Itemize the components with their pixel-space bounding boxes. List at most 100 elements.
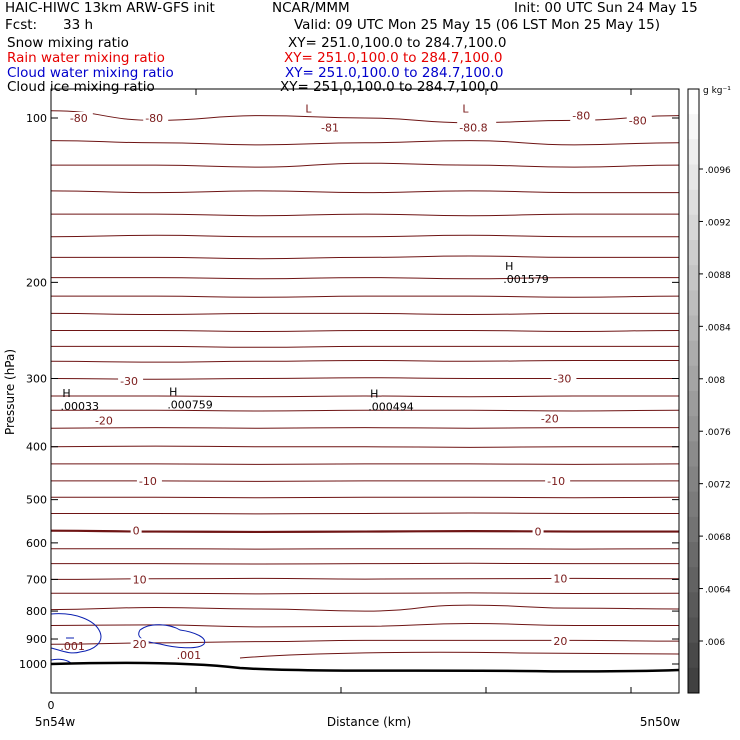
colorbar-label: .0084	[705, 323, 731, 333]
colorbar-swatch	[688, 542, 699, 568]
field-name-rain: Rain water mixing ratio	[7, 50, 165, 66]
colorbar-swatch	[688, 214, 699, 241]
isotherm-line	[50, 445, 679, 448]
isotherm-line	[50, 427, 679, 429]
colorbar-swatch	[688, 290, 699, 316]
temperature-label-bg	[626, 114, 652, 127]
plot-frame	[50, 88, 680, 694]
field-xy-snow: XY= 251.0,100.0 to 284.7,100.0	[288, 35, 507, 51]
cloud-water-labels: .001 .001	[60, 640, 201, 662]
fcst-value: 33 h	[63, 17, 94, 33]
isotherm-line	[51, 295, 680, 298]
temperature-label: -80.8	[459, 121, 487, 134]
colorbar-label: .006	[705, 638, 725, 648]
y-tick-label: 400	[26, 441, 47, 454]
temperature-label-bg	[551, 635, 570, 648]
temperature-label-bg	[118, 374, 144, 387]
field-name-cloudice: Cloud ice mixing ratio	[7, 79, 155, 95]
isotherm-line	[50, 162, 680, 168]
y-tick-label: 300	[26, 373, 47, 386]
y-tick-label: 200	[26, 276, 47, 289]
temperature-label: 10	[133, 573, 147, 586]
colorbar-swatch	[688, 164, 699, 191]
colorbar-swatch	[688, 567, 699, 593]
colorbar-swatch	[688, 315, 699, 342]
ground-line	[50, 661, 680, 673]
ground-surface	[50, 651, 680, 673]
isotherm-line	[50, 277, 679, 280]
colorbar-swatch	[688, 441, 699, 467]
isotherm-line	[51, 345, 679, 348]
isotherm-line	[50, 140, 680, 146]
temperature-label-bg	[570, 109, 596, 122]
low-marker: L	[305, 102, 312, 115]
distance-axis	[195, 89, 632, 693]
temperature-label-bg	[92, 414, 118, 427]
high-marker: H	[505, 260, 513, 273]
isotherm-line	[50, 529, 679, 534]
colorbar-swatch	[688, 189, 699, 216]
colorbar-swatch	[688, 416, 699, 442]
temperature-label: 0	[133, 525, 140, 538]
isotherm-line	[51, 463, 680, 465]
high-value: .00033	[61, 400, 99, 413]
isotherm-line	[50, 359, 679, 363]
temperature-label: 10	[553, 572, 567, 585]
temperature-label: 20	[133, 638, 147, 651]
field-name-cloudwater: Cloud water mixing ratio	[7, 65, 174, 81]
temperature-label-bg	[130, 573, 149, 586]
isotherm-lines	[50, 110, 680, 645]
colorbar: .0096 .0092 .0088 .0084 .008 .0076 .0072 .0068.…	[687, 88, 731, 694]
colorbar-swatch	[688, 240, 699, 266]
isotherm-line	[50, 623, 679, 628]
cloud-water-label: .001	[60, 640, 85, 653]
colorbar-label: .0072	[705, 481, 731, 491]
colorbar-label: .0076	[705, 428, 731, 438]
temperature-label: -80	[70, 112, 88, 125]
init-time: Init: 00 UTC Sun 24 May 15	[514, 0, 698, 16]
y-tick-label: 500	[26, 494, 47, 507]
field-xy-cloudice: XY= 251.0,100.0 to 284.7,100.0	[280, 79, 499, 95]
colorbar-swatch	[688, 667, 699, 694]
colorbar-swatch	[688, 265, 699, 291]
temperature-label-bg	[319, 121, 345, 134]
isotherm-line	[50, 234, 679, 238]
temperature-label: -81	[321, 121, 339, 134]
colorbar-swatch	[688, 491, 699, 518]
colorbar-swatch	[688, 466, 699, 493]
colorbar-swatch	[688, 391, 699, 417]
field-name-snow: Snow mixing ratio	[7, 35, 129, 51]
y-tick-label: 800	[26, 605, 47, 618]
temperature-label-bg	[551, 372, 577, 385]
high-value: .001579	[503, 273, 549, 286]
colorbar-label: .0088	[705, 271, 731, 281]
isotherm-line	[51, 409, 680, 412]
temperature-labels: -80 -80 -81 -80.8 -80 -80 -30 -30 -20 -20 -10 -10 0 0…	[67, 109, 652, 651]
colorbar-label: .0096	[705, 166, 731, 176]
temperature-label-bg	[532, 525, 544, 538]
isotherm-line	[51, 213, 679, 217]
isotherm-line	[50, 592, 680, 595]
left-edge-label: 5n54w	[35, 715, 76, 729]
colorbar-swatch	[688, 617, 699, 644]
colorbar-swatch	[688, 365, 699, 392]
temperature-label: 0	[535, 526, 542, 539]
near-surface-isotherm	[239, 651, 680, 659]
temperature-label: -20	[541, 412, 559, 425]
colorbar-swatch	[688, 592, 699, 618]
temperature-label-bg	[130, 524, 142, 537]
high-marker: H	[62, 387, 70, 400]
temperature-label-bg	[551, 572, 570, 585]
temperature-label: -30	[553, 373, 571, 386]
x-axis-label: Distance (km)	[327, 715, 411, 729]
isotherm-line	[50, 604, 680, 612]
colorbar-swatch	[688, 516, 699, 543]
model-title: HAIC-HIWC 13km ARW-GFS init	[5, 0, 215, 16]
temperature-label-bg	[130, 638, 149, 651]
high-value: .000759	[167, 398, 213, 411]
high-marker: H	[370, 387, 378, 400]
temperature-label: -80	[145, 112, 163, 125]
isotherm-line	[51, 512, 679, 515]
colorbar-label: .0092	[705, 218, 731, 228]
